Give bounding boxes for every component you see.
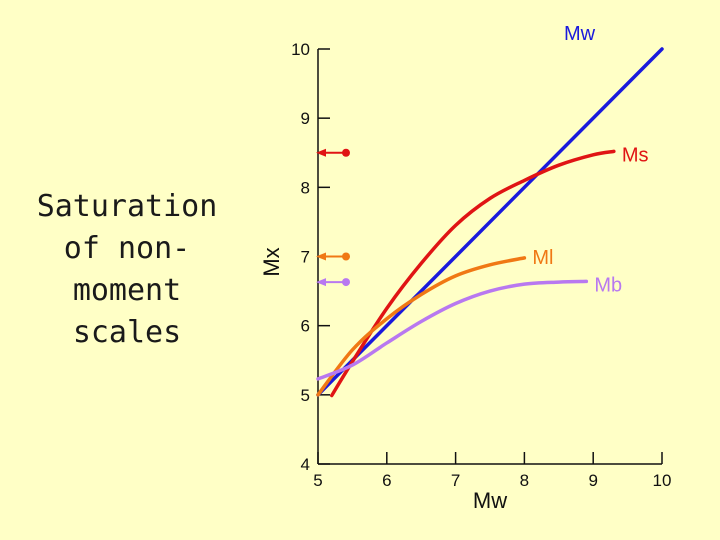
x-tick-label-9: 9	[588, 471, 597, 490]
series-ms-line	[330, 149, 616, 398]
x-tick-label-6: 6	[382, 471, 391, 490]
series-mw-line	[316, 47, 664, 397]
saturation-arrowhead-ms	[316, 148, 326, 157]
y-tick-label-4: 4	[301, 455, 310, 474]
series-ml-line	[316, 256, 527, 397]
y-tick-label-7: 7	[301, 248, 310, 267]
series-ml-label: Ml	[532, 247, 553, 269]
series-mw-label: Mw	[564, 23, 596, 45]
saturation-markers	[316, 148, 350, 287]
y-tick-label-10: 10	[291, 40, 310, 59]
saturation-dot-ms	[342, 148, 350, 157]
y-axis-label: Mx	[259, 247, 284, 276]
saturation-dot-mb	[342, 278, 350, 287]
y-tick-label-9: 9	[301, 109, 310, 128]
slide-title: Saturation of non- moment scales	[36, 189, 218, 350]
saturation-arrowhead-ml	[316, 252, 326, 261]
x-tick-label-7: 7	[451, 471, 460, 490]
series-labels: Mw Ms Ml Mb	[532, 23, 648, 296]
saturation-dot-ml	[342, 252, 350, 261]
chart-axes	[317, 49, 662, 465]
series-ms-label: Ms	[622, 144, 649, 166]
y-tick-label-6: 6	[301, 317, 310, 336]
x-tick-label-10: 10	[653, 471, 672, 490]
x-axis-label: Mw	[473, 488, 507, 513]
x-tick-label-5: 5	[313, 471, 322, 490]
series-mb-line	[316, 279, 589, 381]
chart-series	[316, 47, 664, 398]
saturation-arrowhead-mb	[316, 278, 326, 287]
y-tick-label-5: 5	[301, 386, 310, 405]
x-tick-label-8: 8	[520, 471, 529, 490]
series-mb-label: Mb	[594, 274, 622, 296]
y-tick-label-8: 8	[301, 178, 310, 197]
